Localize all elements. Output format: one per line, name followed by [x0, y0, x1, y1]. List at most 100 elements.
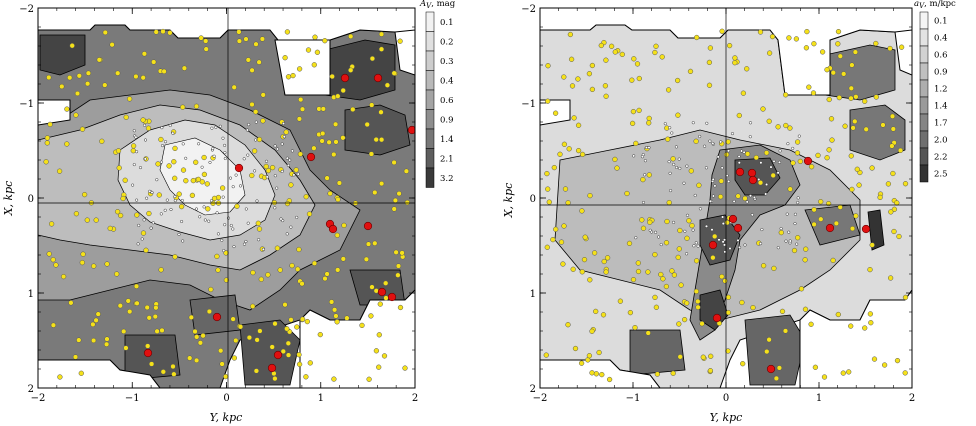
star-marker: [545, 98, 551, 104]
star-marker: [121, 328, 127, 335]
open-circle-marker: [254, 138, 258, 142]
star-marker: [103, 341, 110, 347]
colorbar-label: 2.5: [934, 170, 948, 180]
star-marker: [725, 309, 731, 316]
star-marker: [114, 271, 120, 277]
star-marker: [670, 370, 676, 376]
star-marker: [811, 41, 817, 47]
right-panel: −2 −2 −1 −1 0 0 1 1 2 2 Y, kpc X, kpc aV, m/kpc 0.…: [502, 0, 956, 424]
colorbar-label: 0.1: [440, 18, 454, 28]
star-marker: [187, 355, 193, 361]
star-marker: [769, 33, 776, 40]
star-marker: [245, 57, 251, 63]
open-circle-marker: [159, 212, 163, 216]
open-circle-marker: [244, 239, 248, 244]
open-circle-marker: [138, 166, 143, 170]
star-marker: [589, 328, 595, 334]
star-marker: [581, 256, 588, 263]
open-circle-marker: [265, 175, 269, 179]
x-tick-label: −1: [125, 393, 140, 404]
red-marker: [387, 292, 397, 302]
star-marker: [725, 139, 731, 145]
star-marker: [193, 159, 199, 165]
star-marker: [828, 116, 835, 122]
star-marker: [578, 360, 585, 366]
star-marker: [57, 374, 63, 380]
star-marker: [324, 175, 330, 181]
star-marker: [328, 299, 335, 305]
star-marker: [133, 73, 139, 80]
open-circle-marker: [296, 172, 300, 176]
star-marker: [824, 155, 830, 161]
colorbar-cell: [425, 89, 435, 110]
star-marker: [575, 122, 582, 128]
open-circle-marker: [223, 156, 227, 161]
colorbar-cell: [919, 147, 929, 166]
open-circle-marker: [716, 155, 720, 159]
star-marker: [717, 194, 724, 200]
colorbar-label: 2.0: [934, 136, 948, 146]
star-marker: [391, 159, 397, 166]
open-circle-marker: [776, 171, 780, 175]
star-marker: [311, 260, 318, 266]
star-marker: [348, 67, 354, 73]
colorbar-label: 0.1: [934, 17, 948, 27]
star-marker: [877, 194, 883, 201]
open-circle-marker: [632, 154, 636, 158]
open-circle-marker: [738, 245, 742, 249]
star-marker: [373, 136, 379, 143]
star-marker: [284, 326, 290, 332]
star-marker: [332, 121, 339, 127]
star-marker: [837, 204, 843, 210]
star-marker: [90, 337, 97, 344]
star-marker: [140, 75, 146, 81]
star-marker: [340, 87, 346, 94]
open-circle-marker: [737, 154, 741, 159]
star-marker: [282, 302, 288, 308]
star-marker: [402, 365, 408, 371]
star-marker: [771, 265, 777, 272]
star-marker: [808, 321, 814, 327]
open-circle-marker: [253, 169, 257, 173]
star-marker: [791, 247, 798, 254]
open-circle-marker: [643, 173, 647, 177]
colorbar-cell: [919, 45, 929, 64]
open-circle-marker: [685, 164, 689, 168]
open-circle-marker: [163, 140, 168, 144]
open-circle-marker: [177, 232, 181, 236]
star-marker: [369, 55, 376, 62]
open-circle-marker: [209, 199, 214, 203]
star-marker: [833, 220, 840, 227]
open-circle-marker: [165, 198, 169, 202]
star-marker: [395, 272, 401, 278]
right-stars: [543, 28, 909, 383]
star-marker: [652, 49, 658, 56]
star-marker: [180, 104, 186, 110]
star-marker: [890, 170, 896, 177]
open-circle-marker: [672, 162, 676, 166]
star-marker: [561, 74, 567, 80]
star-marker: [230, 316, 236, 322]
star-marker: [148, 361, 155, 367]
star-marker: [603, 93, 609, 99]
star-marker: [84, 217, 90, 223]
star-marker: [853, 213, 859, 219]
star-marker: [591, 250, 598, 256]
star-marker: [233, 337, 239, 344]
open-circle-marker: [173, 195, 177, 199]
star-marker: [869, 165, 875, 171]
star-marker: [201, 154, 207, 161]
open-circle-marker: [194, 207, 199, 211]
star-marker: [205, 206, 211, 212]
colorbar-label: 1.2: [934, 85, 948, 95]
star-marker: [376, 332, 382, 338]
star-marker: [726, 42, 733, 49]
star-marker: [659, 54, 665, 60]
colorbar-label: 0.4: [934, 34, 948, 44]
open-circle-marker: [663, 122, 667, 126]
open-circle-marker: [234, 173, 238, 177]
star-marker: [348, 33, 354, 40]
open-circle-marker: [181, 239, 185, 243]
open-circle-marker: [647, 146, 651, 150]
star-marker: [888, 209, 894, 215]
